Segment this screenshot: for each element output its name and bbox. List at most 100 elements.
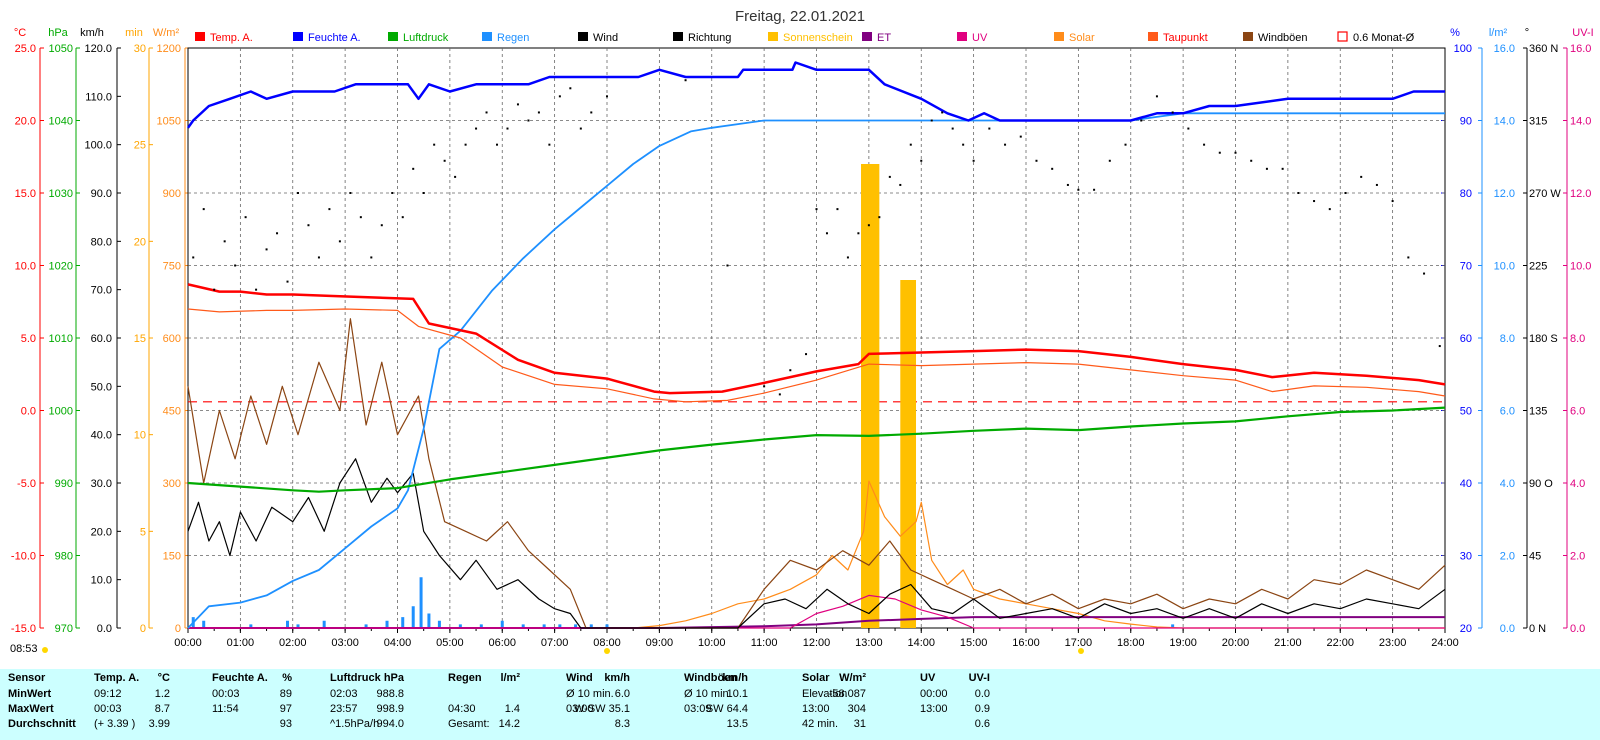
direction-axis-tick-label: 180 S bbox=[1529, 333, 1558, 345]
solar-axis-tick-label: 300 bbox=[163, 478, 181, 490]
wind-direction-point bbox=[527, 119, 530, 122]
wind-direction-point bbox=[1407, 256, 1410, 259]
rain-axis-tick-label: 6.0 bbox=[1500, 406, 1515, 418]
direction-axis-tick-label: 135 bbox=[1529, 406, 1547, 418]
stats-hum-value: 97 bbox=[279, 703, 292, 715]
rain-bar bbox=[385, 620, 389, 628]
wind-direction-point bbox=[1171, 111, 1174, 114]
wind-direction-point bbox=[1187, 127, 1190, 130]
wind-direction-point bbox=[1375, 183, 1378, 186]
wind-direction-point bbox=[867, 224, 870, 227]
stats-uv-time: 00:00 bbox=[920, 688, 948, 700]
stats-rain-value: 1.4 bbox=[504, 703, 520, 715]
humidity-axis-tick-label: 80 bbox=[1460, 188, 1472, 200]
rain-bar bbox=[427, 613, 431, 628]
wind-direction-point bbox=[909, 143, 912, 146]
wind-axis-tick-label: 120.0 bbox=[84, 43, 112, 55]
solar-axis-tick-label: 750 bbox=[163, 261, 181, 273]
x-tick-label: 04:00 bbox=[384, 637, 412, 649]
wind-direction-point bbox=[558, 95, 561, 98]
wind-axis-tick-label: 20.0 bbox=[91, 526, 112, 538]
stats-header: l/m² bbox=[500, 672, 520, 684]
wind-direction-point bbox=[1344, 192, 1347, 194]
temp-unit-label: °C bbox=[14, 27, 26, 39]
x-tick-label: 19:00 bbox=[1169, 637, 1197, 649]
uv-axis-tick-label: 4.0 bbox=[1570, 478, 1585, 490]
rain-axis-tick-label: 14.0 bbox=[1494, 116, 1515, 128]
solar-unit-label: W/m² bbox=[153, 27, 180, 39]
wind-direction-point bbox=[590, 111, 593, 114]
weather-chart: Freitag, 22.01.2021 Temp. A. Feuchte A. Lu… bbox=[10, 8, 1594, 655]
x-tick-label: 05:00 bbox=[436, 637, 464, 649]
stats-header: Regen bbox=[448, 672, 482, 684]
x-tick-label: 06:00 bbox=[488, 637, 516, 649]
wind-axis-tick-label: 0.0 bbox=[97, 623, 112, 635]
uv-axis-tick-label: 2.0 bbox=[1570, 551, 1585, 563]
wind-direction-point bbox=[778, 393, 781, 396]
wind-direction-point bbox=[255, 288, 258, 291]
wind-direction-point bbox=[805, 353, 808, 356]
sun-axis-tick-label: 30 bbox=[134, 43, 146, 55]
solar-axis-tick-label: 0 bbox=[175, 623, 181, 635]
stats-wind-value: 8.3 bbox=[614, 718, 630, 730]
plot-area bbox=[186, 61, 1446, 629]
x-tick-label: 02:00 bbox=[279, 637, 307, 649]
wind-direction-point bbox=[475, 127, 478, 130]
series-line-uv bbox=[188, 594, 1445, 629]
rain-axis-tick-label: 2.0 bbox=[1500, 551, 1515, 563]
series-line-luftdruck bbox=[187, 406, 1446, 493]
wind-direction-point bbox=[412, 167, 415, 170]
wind-direction-point bbox=[1328, 208, 1331, 211]
series-line-feuchte-a- bbox=[186, 61, 1445, 129]
stats-wind-time: Ø 10 min. bbox=[566, 688, 614, 700]
x-tick-label: 23:00 bbox=[1379, 637, 1407, 649]
x-tick-label: 03:00 bbox=[331, 637, 359, 649]
series-line-temp-a- bbox=[187, 283, 1446, 395]
sun-axis-tick-label: 25 bbox=[134, 140, 146, 152]
wind-direction-point bbox=[338, 240, 341, 243]
wind-axis-tick-label: 80.0 bbox=[91, 236, 112, 248]
stats-uv-value: 0.9 bbox=[974, 703, 990, 715]
wind-direction-point bbox=[296, 192, 299, 194]
direction-axis-tick-label: 315 bbox=[1529, 116, 1547, 128]
stats-hum-time: 00:03 bbox=[212, 688, 240, 700]
wind-axis-tick-label: 50.0 bbox=[91, 381, 112, 393]
stats-wind-time: 03:00 bbox=[566, 703, 594, 715]
series-line-solar bbox=[188, 480, 1445, 629]
stats-temp-value: 1.2 bbox=[154, 688, 170, 700]
wind-direction-point bbox=[1360, 175, 1363, 178]
direction-axis-tick-label: 225 bbox=[1529, 261, 1547, 273]
sunshine-bar bbox=[900, 280, 917, 628]
rain-bar bbox=[202, 620, 206, 628]
legend-label: 0.6 Monat-Ø bbox=[1353, 32, 1415, 44]
legend-label: Richtung bbox=[688, 32, 731, 44]
wind-direction-point bbox=[202, 208, 205, 211]
uv-axis-tick-label: 8.0 bbox=[1570, 333, 1585, 345]
x-tick-label: 10:00 bbox=[698, 637, 726, 649]
stats-header: Luftdruck bbox=[330, 672, 381, 684]
wind-direction-point bbox=[951, 127, 954, 130]
stats-gust-time: 03:09 bbox=[684, 703, 712, 715]
rain-bar bbox=[605, 624, 609, 628]
pressure-axis-tick-label: 980 bbox=[55, 551, 73, 563]
stats-solar-value: -58.087 bbox=[828, 688, 866, 700]
stats-press-time: 02:03 bbox=[330, 688, 358, 700]
x-tick-label: 20:00 bbox=[1222, 637, 1250, 649]
rain-axis-tick-label: 4.0 bbox=[1500, 478, 1515, 490]
x-tick-label: 24:00 bbox=[1431, 637, 1459, 649]
wind-direction-point bbox=[1124, 143, 1127, 146]
wind-direction-point bbox=[433, 143, 436, 146]
wind-direction-point bbox=[537, 111, 540, 114]
wind-direction-point bbox=[1313, 200, 1316, 203]
rain-axis-tick-label: 0.0 bbox=[1500, 623, 1515, 635]
series-line-wind bbox=[187, 458, 1446, 629]
x-tick-label: 11:00 bbox=[751, 637, 778, 649]
legend-label: UV bbox=[972, 32, 988, 44]
stats-header: UV-I bbox=[968, 672, 990, 684]
stats-row-label: MaxWert bbox=[8, 703, 54, 715]
legend-swatch bbox=[388, 32, 398, 41]
rain-bar bbox=[249, 624, 253, 628]
direction-axis-tick-label: 0 N bbox=[1529, 623, 1546, 635]
axes: 00:00 01:00 02:00 03:00 04:00 05:00 06:00 07:00… bbox=[10, 27, 1594, 655]
pressure-axis-tick-label: 1020 bbox=[49, 261, 73, 273]
